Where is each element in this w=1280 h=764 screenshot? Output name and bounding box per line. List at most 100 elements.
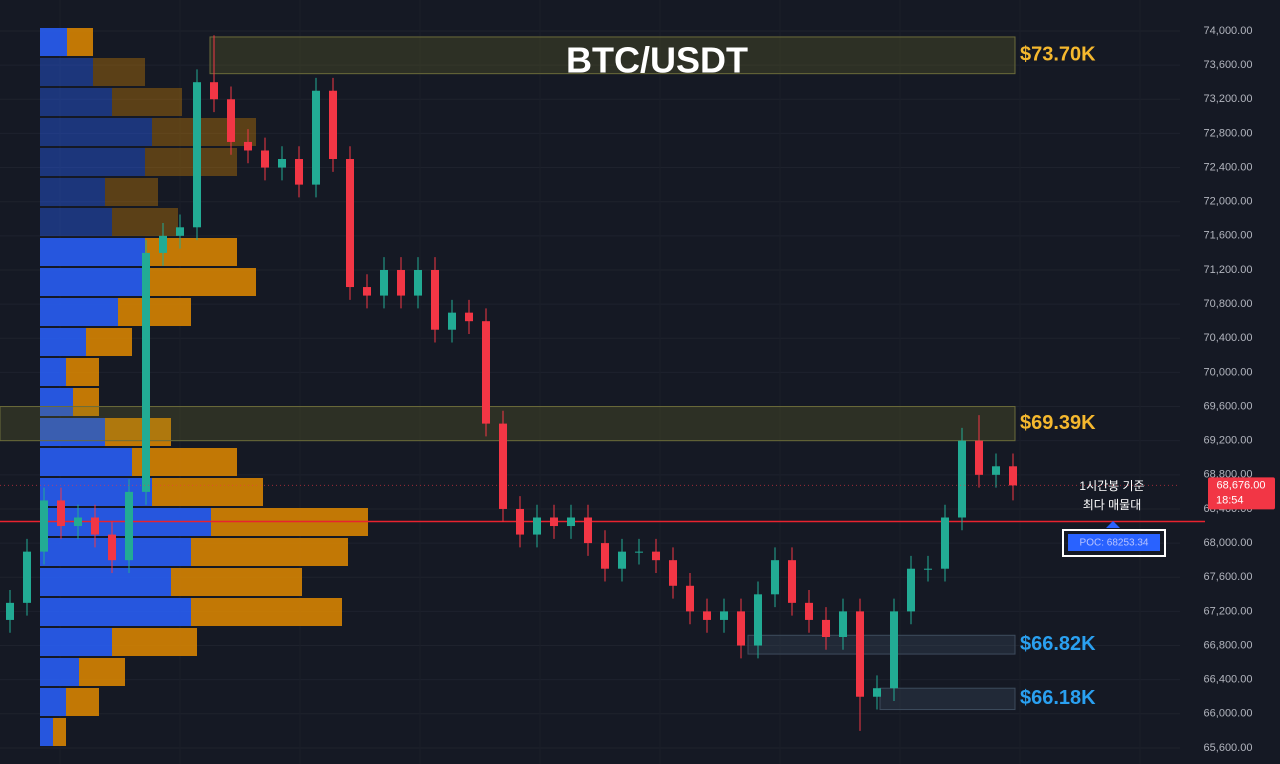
candle-body <box>788 560 796 603</box>
profile-buy <box>40 568 171 596</box>
profile-buy <box>40 388 73 416</box>
profile-sell <box>105 178 158 206</box>
candle-body <box>720 611 728 620</box>
y-tick-label: 66,400.00 <box>1204 674 1253 686</box>
profile-sell <box>112 88 182 116</box>
profile-buy <box>40 328 86 356</box>
candle-body <box>584 517 592 544</box>
candle-body <box>635 551 643 553</box>
candle-body <box>465 312 473 322</box>
candle-body <box>890 611 898 689</box>
candle-body <box>142 252 150 492</box>
y-tick-label: 74,000.00 <box>1204 25 1253 37</box>
profile-sell <box>105 418 171 446</box>
profile-sell <box>93 58 145 86</box>
profile-buy <box>40 298 118 326</box>
y-tick-label: 72,800.00 <box>1204 127 1253 139</box>
profile-sell <box>67 28 93 56</box>
candle-body <box>57 500 65 527</box>
candle-body <box>771 560 779 595</box>
poc-note: 최다 매물대 <box>1083 498 1142 512</box>
candle-body <box>686 585 694 612</box>
candle-body <box>278 159 286 168</box>
candle-body <box>754 594 762 646</box>
profile-buy <box>40 238 145 266</box>
profile-sell <box>145 268 256 296</box>
profile-buy <box>40 358 66 386</box>
candle-body <box>397 269 405 296</box>
y-tick-label: 72,400.00 <box>1204 161 1253 173</box>
candle-body <box>176 227 184 236</box>
y-tick-label: 73,200.00 <box>1204 93 1253 105</box>
candle-body <box>499 423 507 509</box>
zone-box <box>209 36 1016 75</box>
candle-body <box>533 517 541 535</box>
profile-buy <box>40 88 112 116</box>
y-tick-label: 66,000.00 <box>1204 708 1253 720</box>
candle-body <box>261 150 269 168</box>
chart-title: BTC/USDT <box>566 40 748 81</box>
y-tick-label: 72,000.00 <box>1204 196 1253 208</box>
candle-body <box>380 269 388 296</box>
candle-body <box>159 235 167 253</box>
y-tick-label: 71,600.00 <box>1204 230 1253 242</box>
candle-body <box>822 619 830 637</box>
candle-body <box>737 611 745 646</box>
candle-body <box>295 159 303 185</box>
candle-body <box>567 517 575 527</box>
zone-label: $66.82K <box>1020 633 1096 655</box>
candle-body <box>856 611 864 697</box>
candle-body <box>244 141 252 151</box>
zone-box <box>747 634 1016 655</box>
profile-sell <box>86 328 132 356</box>
y-tick-label: 67,200.00 <box>1204 605 1253 617</box>
candle-body <box>482 321 490 424</box>
y-tick-label: 67,600.00 <box>1204 571 1253 583</box>
candle-body <box>74 517 82 527</box>
profile-buy <box>40 718 53 746</box>
candle-body <box>91 517 99 535</box>
profile-buy <box>40 688 66 716</box>
candle-body <box>108 534 116 561</box>
profile-buy <box>40 28 67 56</box>
candle-body <box>1009 466 1017 486</box>
profile-sell <box>112 208 178 236</box>
profile-buy <box>40 58 93 86</box>
y-tick-label: 70,400.00 <box>1204 332 1253 344</box>
candle-body <box>448 312 456 330</box>
profile-sell <box>152 478 263 506</box>
y-tick-label: 71,200.00 <box>1204 264 1253 276</box>
candle-body <box>6 602 14 620</box>
y-tick-label: 70,000.00 <box>1204 366 1253 378</box>
candle-body <box>907 568 915 612</box>
zone-box <box>879 687 1016 711</box>
candle-body <box>40 500 48 552</box>
candle-body <box>941 517 949 569</box>
profile-sell <box>145 238 237 266</box>
candle-body <box>652 551 660 561</box>
profile-buy <box>40 418 105 446</box>
poc-box-inner <box>1068 534 1160 551</box>
candle-body <box>601 543 609 569</box>
profile-buy <box>40 478 152 506</box>
poc-box <box>1062 529 1166 557</box>
candle-body <box>227 99 235 142</box>
zone-label: $66.18K <box>1020 687 1096 709</box>
candle-body <box>975 440 983 475</box>
candle-body <box>618 551 626 569</box>
profile-sell <box>152 118 256 146</box>
profile-sell <box>191 538 348 566</box>
candle-body <box>992 466 1000 475</box>
profile-sell <box>66 688 99 716</box>
candle-body <box>23 551 31 603</box>
profile-sell <box>191 598 342 626</box>
profile-sell <box>79 658 125 686</box>
y-tick-label: 65,600.00 <box>1204 742 1253 754</box>
zone-label: $73.70K <box>1020 44 1096 66</box>
candle-body <box>363 287 371 296</box>
y-tick-label: 73,600.00 <box>1204 59 1253 71</box>
profile-sell <box>73 388 99 416</box>
last-price-tag <box>1208 477 1275 510</box>
y-tick-label: 68,000.00 <box>1204 537 1253 549</box>
